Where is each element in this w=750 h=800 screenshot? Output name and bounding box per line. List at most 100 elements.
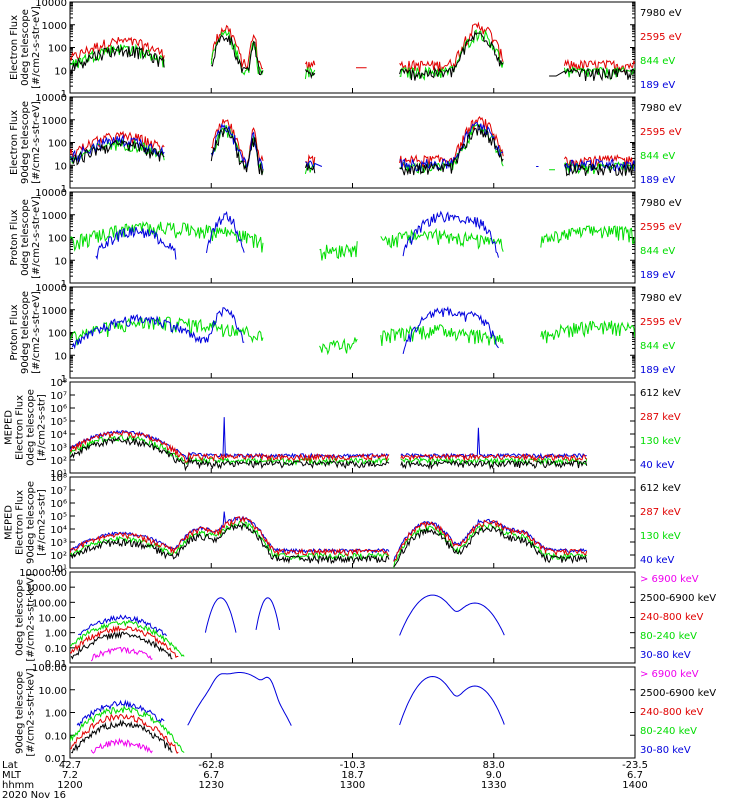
trace-7980-ev [70, 30, 635, 82]
y-tick-label: 1.00 [45, 709, 67, 720]
trace-80-240-kev [70, 704, 185, 753]
legend-entry: 2595 eV [640, 317, 682, 328]
y-axis-label-line: [#/cm2-s-str-eV] [31, 101, 42, 184]
y-tick-label: 10³ [50, 443, 67, 454]
y-tick-label: 100 [48, 139, 67, 150]
legend-entry: 844 eV [640, 56, 675, 67]
y-axis-label-line: 0deg telescope [20, 199, 31, 276]
y-axis-label-line: 90deg telescope [20, 101, 31, 184]
panel-meped-proton-0deg: 0.01 0.10 1.00 10.00 100.00 1000.00 10000.000d… [15, 568, 717, 670]
y-tick-label: 100 [48, 44, 67, 55]
legend-entry: 189 eV [640, 175, 675, 186]
trace-layer [70, 115, 635, 177]
y-tick-label: 1000 [42, 211, 67, 222]
y-axis-label-line: 90deg telescope [15, 671, 26, 754]
x-tick-lat: -23.5 [622, 760, 648, 771]
trace-layer [70, 511, 588, 568]
y-tick-label: 1.00 [45, 629, 67, 640]
x-row-label: hhmm [2, 780, 34, 791]
trace-gt-6900-kev [90, 646, 153, 662]
y-tick-label: 100.00 [32, 598, 67, 609]
legend-entry: 7980 eV [640, 8, 682, 19]
y-tick-label: 10⁵ [50, 512, 67, 523]
x-tick-lat: 42.7 [59, 760, 81, 771]
y-tick-label: 10⁵ [50, 417, 67, 428]
y-axis-label: MEPEDElectron Flux90deg telescope[#/cm2-… [4, 481, 48, 564]
y-tick-label: 10 [54, 351, 67, 362]
legend-entry: 7980 eV [640, 198, 682, 209]
legend-entry: 30-80 keV [640, 745, 691, 756]
plot-date: 2020 Nov 16 [2, 790, 66, 800]
trace-189-ev [70, 122, 635, 172]
y-axis-label-line: 90deg telescope [26, 481, 37, 564]
panel-frame [69, 571, 636, 664]
trace-layer [70, 594, 505, 662]
y-axis-label: MEPEDElectron Flux0deg telescope[#/cm2-s… [4, 389, 48, 466]
y-tick-label: 100 [48, 329, 67, 340]
legend-entry: 240-800 keV [640, 612, 704, 623]
x-tick-mlt: 9.0 [486, 770, 502, 781]
y-axis-label-line: 0deg telescope [26, 389, 37, 466]
y-axis-label-line: Electron Flux [9, 15, 20, 80]
legend-entry: 844 eV [640, 246, 675, 257]
trace-40-kev [70, 417, 587, 460]
trace-844-ev [70, 123, 635, 175]
x-row-label: Lat [2, 760, 18, 771]
y-tick-label: 1 [61, 374, 67, 385]
legend-entry: 189 eV [640, 270, 675, 281]
trace-130-kev [70, 434, 588, 466]
y-axis-label-line: [#/cm2-s-str-eV] [31, 291, 42, 374]
trace-80-240-kev [70, 619, 185, 657]
trace-287-kev [70, 515, 588, 562]
panel-frame [69, 1, 636, 94]
panel-frame [69, 286, 636, 379]
y-axis-label-line: MEPED [4, 505, 15, 540]
legend-entry: 2595 eV [640, 32, 682, 43]
legend-entry: 130 keV [640, 436, 681, 447]
y-tick-label: 10⁸ [50, 378, 67, 389]
y-tick-label: 10³ [50, 538, 67, 549]
y-tick-label: 0.10 [45, 644, 67, 655]
y-axis-label-line: 90deg telescope [20, 291, 31, 374]
trace-layer [70, 672, 505, 754]
y-tick-label: 10000 [35, 0, 67, 9]
trace-844-ev [70, 220, 635, 261]
trace-30-80-kev [76, 672, 505, 727]
y-axis-label: 90deg telescope[#/cm2-s-str-keV] [15, 668, 37, 756]
panel-frame [69, 666, 636, 759]
legend-entry: 612 keV [640, 483, 681, 494]
y-axis-label-line: [#/cm2-s-str-keV] [26, 573, 37, 661]
y-axis-label-line: MEPED [4, 410, 15, 445]
y-axis-label: Electron Flux90deg telescope[#/cm2-s-str… [9, 101, 42, 184]
y-axis-label-line: Proton Flux [9, 304, 20, 360]
y-tick-label: 10.00 [38, 614, 67, 625]
panel-frame [69, 96, 636, 189]
legend-entry: > 6900 keV [640, 669, 699, 680]
y-tick-label: 100 [48, 234, 67, 245]
x-tick-hhmm: 1200 [57, 780, 82, 791]
legend-entry: 844 eV [640, 151, 675, 162]
y-axis-label-line: [#/cm2-s-str-eV] [31, 196, 42, 279]
y-tick-label: 100.00 [32, 663, 67, 674]
legend-entry: 240-800 keV [640, 707, 704, 718]
trace-240-800-kev [70, 625, 179, 659]
trace-gt-6900-kev [90, 737, 153, 754]
y-tick-label: 10⁶ [50, 404, 67, 415]
y-tick-label: 1 [61, 184, 67, 195]
trace-layer [70, 306, 635, 356]
y-tick-label: 10000 [35, 283, 67, 294]
x-tick-lat: 83.0 [483, 760, 505, 771]
x-tick-hhmm: 1330 [481, 780, 506, 791]
trace-layer [70, 21, 635, 82]
legend-entry: 612 keV [640, 388, 681, 399]
y-tick-label: 0.01 [45, 754, 67, 765]
y-tick-label: 0.01 [45, 659, 67, 670]
legend-entry: 287 keV [640, 507, 681, 518]
y-tick-label: 1000 [42, 306, 67, 317]
y-axis-label-line: Proton Flux [9, 209, 20, 265]
trace-240-800-kev [70, 713, 179, 754]
